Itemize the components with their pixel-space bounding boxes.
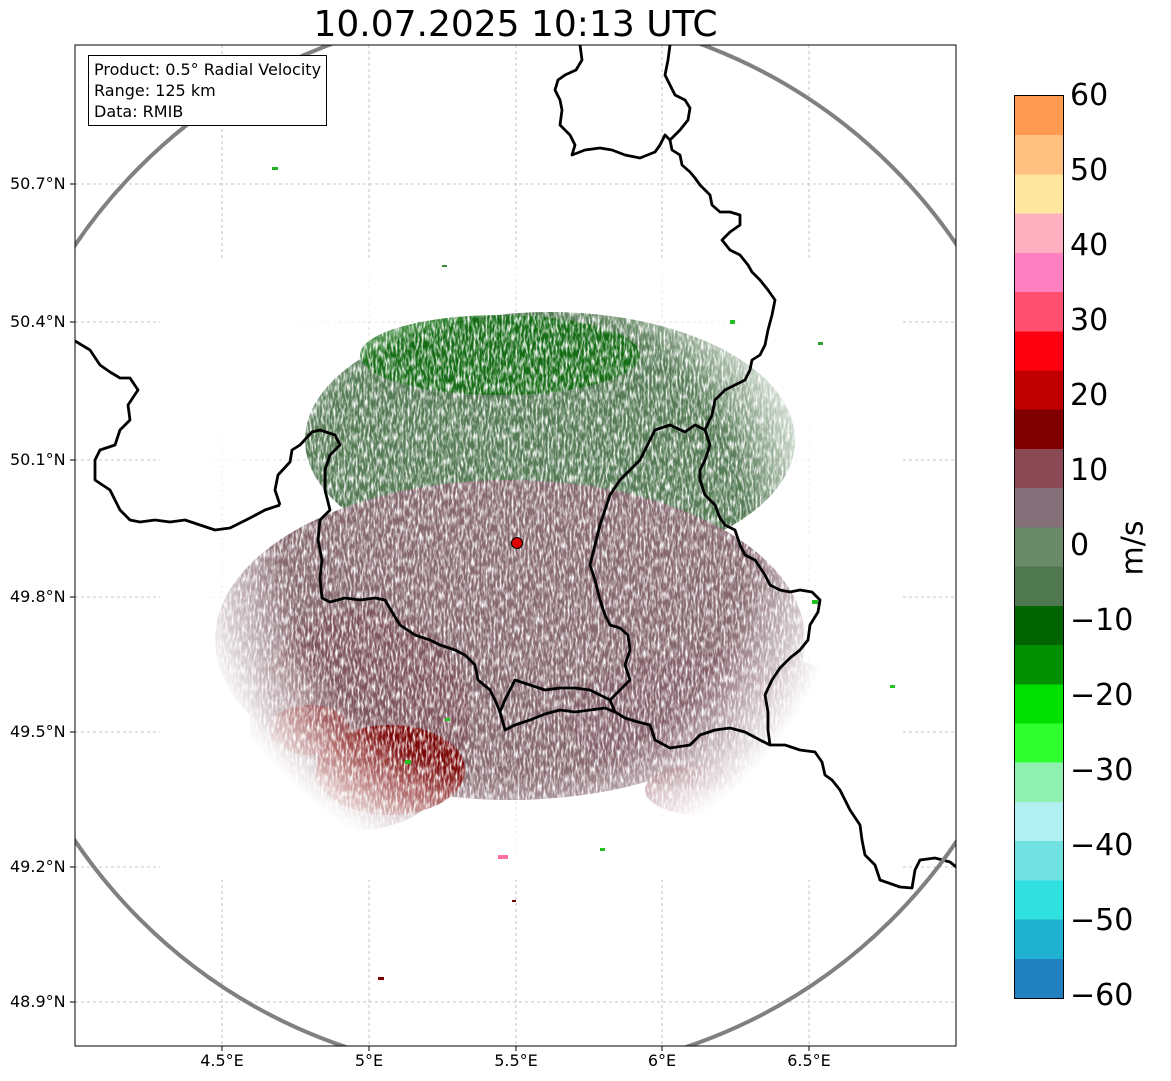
colorbar-tick-label: −30: [1070, 753, 1134, 788]
lat-label: 49.8°N: [10, 587, 66, 606]
info-product: Product: 0.5° Radial Velocity: [94, 60, 322, 79]
colorbar: [1014, 95, 1064, 999]
lon-label: 5°E: [354, 1051, 384, 1070]
colorbar-tick-label: −40: [1070, 828, 1134, 863]
colorbar-unit-label: m/s: [1115, 520, 1151, 576]
radar-site-marker: [511, 537, 523, 549]
lon-label: 6.5°E: [787, 1051, 831, 1070]
lon-label: 5.5°E: [494, 1051, 538, 1070]
colorbar-tick-label: −60: [1070, 978, 1134, 1013]
lon-label: 6°E: [647, 1051, 677, 1070]
country-borders: [75, 45, 956, 890]
lat-label: 48.9°N: [10, 992, 66, 1011]
velocity-echoes: [160, 167, 900, 980]
colorbar-tick-label: −20: [1070, 678, 1134, 713]
lon-label: 4.5°E: [200, 1051, 244, 1070]
lat-label: 50.4°N: [10, 312, 66, 331]
colorbar-tick-label: 0: [1070, 528, 1090, 563]
colorbar-tick-label: −50: [1070, 903, 1134, 938]
colorbar-tick-label: 20: [1070, 378, 1109, 413]
info-range: Range: 125 km: [94, 81, 216, 100]
map-title: 10.07.2025 10:13 UTC: [313, 4, 718, 45]
lat-label: 49.5°N: [10, 722, 66, 741]
axis-ticks: [70, 183, 810, 1051]
colorbar-tick-label: 60: [1070, 78, 1109, 113]
colorbar-tick-label: 10: [1070, 453, 1109, 488]
colorbar-tick-label: 50: [1070, 153, 1109, 188]
lat-label: 49.2°N: [10, 857, 66, 876]
lat-label: 50.7°N: [10, 174, 66, 193]
colorbar-tick-label: −10: [1070, 603, 1134, 638]
info-data-source: Data: RMIB: [94, 102, 184, 121]
colorbar-tick-label: 30: [1070, 303, 1109, 338]
info-box: Product: 0.5° Radial Velocity Range: 125…: [88, 55, 328, 126]
colorbar-tick-label: 40: [1070, 228, 1109, 263]
lat-label: 50.1°N: [10, 450, 66, 469]
